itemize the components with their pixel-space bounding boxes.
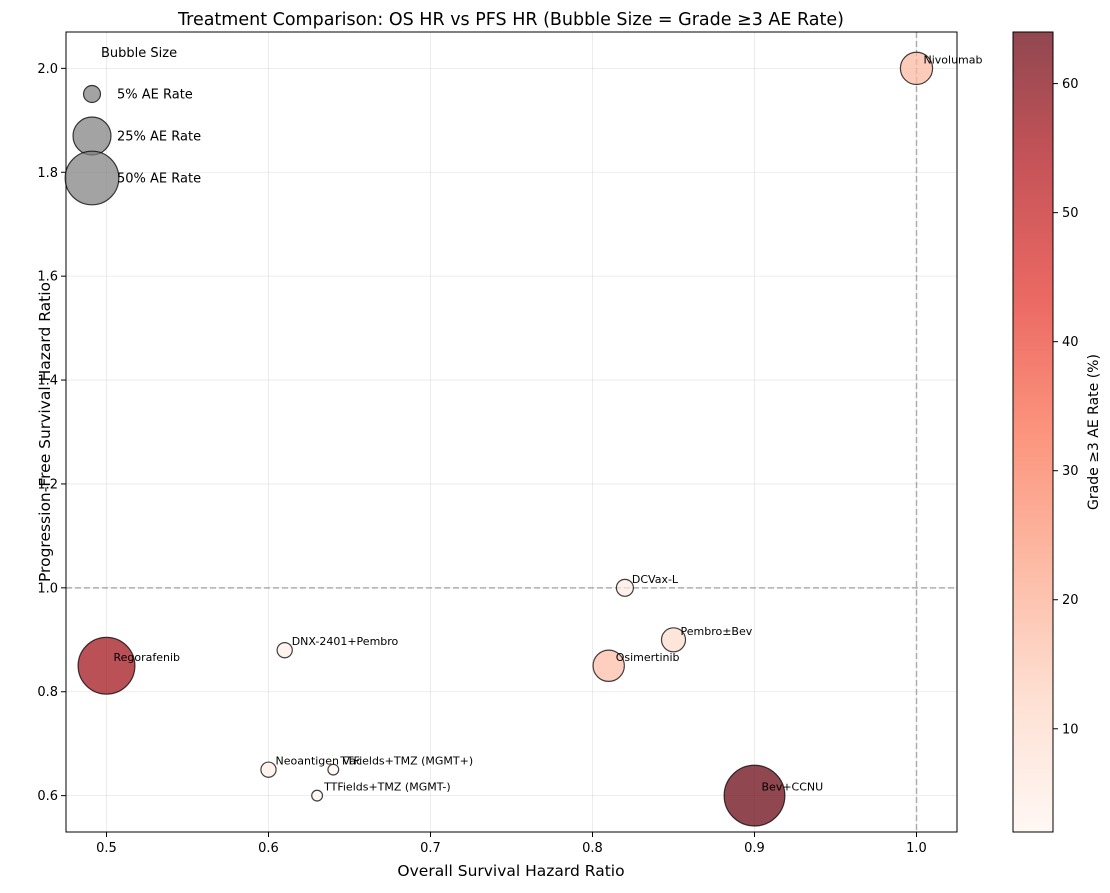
point-label: DNX-2401+Pembro (292, 635, 399, 648)
data-point (311, 789, 324, 802)
colorbar-ticks: 10 20 30 40 50 60 (1053, 77, 1079, 737)
colorbar-tick-label: 20 (1062, 593, 1079, 608)
data-point (723, 764, 786, 827)
x-axis-label: Overall Survival Hazard Ratio (397, 862, 624, 880)
x-tick-label: 0.9 (744, 841, 765, 856)
x-axis-ticks: 0.5 0.6 0.7 0.8 0.9 1.0 (96, 832, 927, 856)
size-legend-marker (72, 116, 112, 156)
point-label: Regorafenib (114, 651, 181, 664)
y-axis-label: Progression-Free Survival Hazard Ratio (36, 282, 54, 582)
point-label: TTFields+TMZ (MGMT-) (323, 781, 451, 794)
y-tick-label: 1.8 (37, 166, 58, 181)
size-legend-title: Bubble Size (101, 46, 177, 61)
y-tick-label: 2.0 (37, 62, 58, 77)
point-label: TTFields+TMZ (MGMT+) (339, 755, 473, 768)
x-tick-label: 0.6 (258, 841, 279, 856)
data-point (615, 578, 634, 597)
x-tick-label: 0.8 (582, 841, 603, 856)
point-label: Pembro±Bev (681, 625, 753, 638)
point-label: Nivolumab (924, 53, 983, 66)
size-legend-label: 25% AE Rate (117, 130, 201, 145)
colorbar-frame (1012, 31, 1054, 833)
size-legend: Bubble Size 5% AE Rate 25% AE Rate 50% AE … (64, 46, 201, 206)
y-tick-label: 1.0 (37, 581, 58, 596)
data-point (327, 763, 340, 776)
data-point (899, 51, 934, 86)
colorbar-label: Grade ≥3 AE Rate (%) (1086, 354, 1102, 510)
size-legend-marker (64, 150, 120, 206)
data-point (592, 649, 625, 683)
point-label: DCVax-L (632, 573, 679, 586)
colorbar-tick-label: 10 (1062, 722, 1079, 737)
size-legend-label: 50% AE Rate (117, 172, 201, 187)
x-tick-label: 1.0 (906, 841, 927, 856)
data-point (660, 627, 687, 653)
grid-lines (66, 32, 957, 832)
y-tick-label: 0.8 (37, 685, 58, 700)
reference-lines (66, 32, 957, 832)
data-points (77, 51, 934, 827)
colorbar-gradient (1013, 32, 1053, 832)
plot-frame (65, 31, 958, 833)
x-tick-label: 0.5 (96, 841, 117, 856)
y-tick-label: 1.4 (37, 374, 58, 389)
colorbar: 10 20 30 40 50 60 Grade ≥3 AE Rate (%) (1012, 31, 1102, 833)
chart-title: Treatment Comparison: OS HR vs PFS HR (B… (177, 10, 844, 30)
data-point (260, 761, 277, 778)
colorbar-tick-label: 60 (1062, 77, 1079, 92)
size-legend-marker (82, 84, 102, 104)
x-tick-label: 0.7 (420, 841, 441, 856)
colorbar-tick-label: 50 (1062, 206, 1079, 221)
point-label: Bev+CCNU (762, 781, 824, 794)
y-tick-label: 1.2 (37, 477, 58, 492)
y-axis-ticks: 0.6 0.8 1.0 1.2 1.4 1.6 1.8 2.0 (37, 62, 66, 804)
data-point (276, 641, 293, 659)
point-label: Neoantigen Vac (276, 755, 363, 768)
y-tick-label: 0.6 (37, 789, 58, 804)
y-tick-label: 1.6 (37, 270, 58, 285)
point-label: Osimertinib (616, 651, 680, 664)
size-legend-label: 5% AE Rate (117, 88, 193, 103)
colorbar-tick-label: 40 (1062, 335, 1079, 350)
data-point (77, 636, 136, 695)
colorbar-tick-label: 30 (1062, 464, 1079, 479)
